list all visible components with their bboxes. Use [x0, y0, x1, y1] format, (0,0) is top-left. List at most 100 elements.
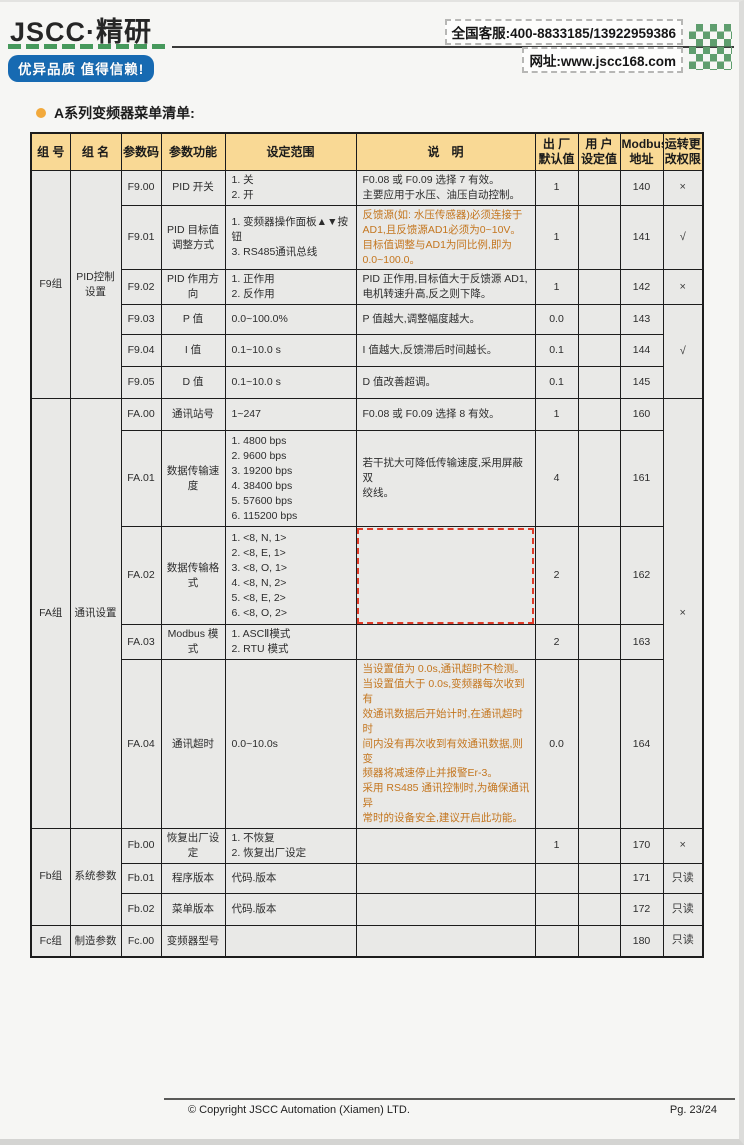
- footer-page-number: Pg. 23/24: [669, 1104, 717, 1116]
- table-cell: F9.04: [120, 334, 162, 368]
- table-cell: √: [662, 304, 704, 400]
- section-title: A系列变频器菜单清单:: [54, 105, 195, 121]
- column-header: 运转更 改权限: [662, 132, 704, 171]
- table-cell: 160: [619, 398, 664, 432]
- parameter-table-body: F9组 PID控制 设置 F9.00 PID 开关 1. 关 2. 开 F0.08 或 F…: [30, 169, 704, 958]
- table-cell: PID 目标值 调整方式: [160, 204, 226, 271]
- table-cell: [577, 398, 621, 432]
- table-cell: [577, 430, 621, 528]
- table-cell: F9.00: [120, 170, 162, 206]
- table-row: FA.01 数据传输速度 1. 4800 bps 2. 9600 bps 3. 19…: [31, 430, 703, 528]
- table-cell: P 值: [160, 304, 226, 336]
- table-cell: 只读: [662, 892, 704, 926]
- table-cell: 161: [619, 430, 664, 528]
- table-cell: 1: [534, 170, 579, 206]
- table-cell: D 值: [160, 366, 226, 400]
- table-cell: 0.0~100.0%: [224, 304, 357, 336]
- column-header: 出 厂 默认值: [534, 132, 579, 171]
- table-cell: ×: [662, 170, 704, 206]
- table-cell: 通讯设置: [69, 398, 122, 830]
- table-cell: [355, 892, 536, 926]
- table-cell: [355, 828, 536, 864]
- table-cell: 171: [619, 862, 664, 894]
- table-row: Fb.02 菜单版本 代码.版本 172 只读: [31, 892, 704, 926]
- table-cell: 0.1~10.0 s: [224, 366, 357, 400]
- table-cell: 1: [534, 828, 579, 864]
- table-cell: Fb组: [30, 828, 71, 926]
- table-cell: [577, 304, 621, 336]
- table-row: Fc组 制造参数 Fc.00 变频器型号 180 只读: [30, 924, 704, 958]
- table-cell: 164: [619, 659, 664, 830]
- table-cell: I 值越大,反馈滞后时间越长。: [355, 334, 536, 368]
- table-cell: 1: [534, 398, 579, 432]
- column-header: 组 号: [30, 132, 71, 171]
- table-cell: Fb.00: [120, 828, 162, 864]
- table-cell: 1. 正作用 2. 反作用: [224, 269, 357, 306]
- table-cell: FA.02: [120, 526, 162, 626]
- table-cell: [577, 862, 621, 894]
- table-cell: [577, 659, 621, 830]
- table-cell: Modbus 模式: [160, 624, 226, 661]
- table-cell: [577, 624, 621, 661]
- table-cell: [355, 624, 536, 661]
- table-cell: Fc组: [30, 924, 71, 958]
- table-cell: F9组: [30, 169, 71, 400]
- table-cell: Fc.00: [120, 924, 162, 958]
- table-cell: [577, 526, 621, 626]
- table-cell: [577, 366, 621, 400]
- table-cell: 0.1~10.0 s: [224, 334, 357, 368]
- table-header-row: 组 号组 名参数码 参数功能 设定范围说 明出 厂 默认值用 户 设定值 Modbus…: [30, 132, 704, 171]
- table-cell: 0.1: [534, 366, 579, 400]
- checkerboard-logo-mark-icon: [689, 24, 732, 70]
- table-cell: 2: [534, 624, 579, 661]
- column-header: 参数码: [120, 132, 162, 171]
- table-cell: 145: [619, 366, 664, 400]
- table-row: FA组 通讯设置 FA.00 通讯站号 1~247 F0.08 或 F0.09 选择 8 …: [30, 398, 704, 830]
- table-cell: 代码.版本: [224, 892, 357, 926]
- table-row: FA.03 Modbus 模式 1. ASCⅡ模式 2. RTU 模式 2 163: [31, 624, 703, 661]
- table-cell: 0.0: [534, 659, 579, 830]
- table-cell: 通讯超时: [160, 659, 226, 830]
- table-cell: 2: [534, 526, 579, 626]
- column-header: 设定范围: [224, 132, 357, 171]
- table-cell: 数据传输格式: [160, 526, 226, 626]
- table-cell: 制造参数: [69, 924, 122, 958]
- table-cell: 180: [619, 924, 664, 958]
- table-cell: F9.03: [120, 304, 162, 336]
- table-cell: 142: [619, 269, 664, 306]
- table-cell: 反馈源(如: 水压传感器)必须连接于 AD1,且反馈源AD1必须为0~10V。 …: [355, 204, 536, 271]
- table-cell: FA.00: [120, 398, 162, 432]
- table-cell: 4: [534, 430, 579, 528]
- table-cell: 1: [534, 204, 579, 271]
- table-cell: [534, 924, 579, 958]
- table-cell: D 值改善超调。: [355, 366, 536, 400]
- website-box: 网址:www.jscc168.com: [522, 47, 683, 73]
- table-cell: FA组: [30, 398, 71, 830]
- table-cell: ×: [662, 828, 704, 864]
- table-cell: √: [662, 204, 704, 271]
- table-cell: 恢复出厂设定: [160, 828, 226, 864]
- table-cell: [355, 526, 536, 626]
- table-cell: 140: [619, 170, 664, 206]
- table-cell: [355, 862, 536, 894]
- table-cell: F0.08 或 F0.09 选择 7 有效。 主要应用于水压、油压自动控制。: [355, 170, 536, 206]
- column-header: 参数功能: [160, 132, 226, 171]
- table-cell: 1: [534, 269, 579, 306]
- table-cell: 只读: [662, 924, 704, 958]
- table-cell: ×: [662, 398, 704, 830]
- table-cell: PID 正作用,目标值大于反馈源 AD1, 电机转速升高,反之则下降。: [355, 269, 536, 306]
- table-cell: PID控制 设置: [69, 169, 122, 400]
- hotline-box: 全国客服:400-8833185/13922959386: [444, 19, 683, 45]
- table-cell: 菜单版本: [160, 892, 226, 926]
- table-row: FA.04 通讯超时 0.0~10.0s 当设置值为 0.0s,通讯超时不检测。 当设…: [31, 659, 703, 830]
- table-cell: 172: [619, 892, 664, 926]
- column-header: Modbus 地址: [619, 132, 664, 171]
- table-cell: [534, 862, 579, 894]
- table-row: Fb组 系统参数 Fb.00 恢复出厂设定 1. 不恢复 2. 恢复出厂设定 1 170 ×: [30, 828, 704, 926]
- table-cell: 1~247: [224, 398, 357, 432]
- column-header: 组 名: [69, 132, 122, 171]
- section-title-row: A系列变频器菜单清单:: [36, 103, 195, 123]
- table-cell: 通讯站号: [160, 398, 226, 432]
